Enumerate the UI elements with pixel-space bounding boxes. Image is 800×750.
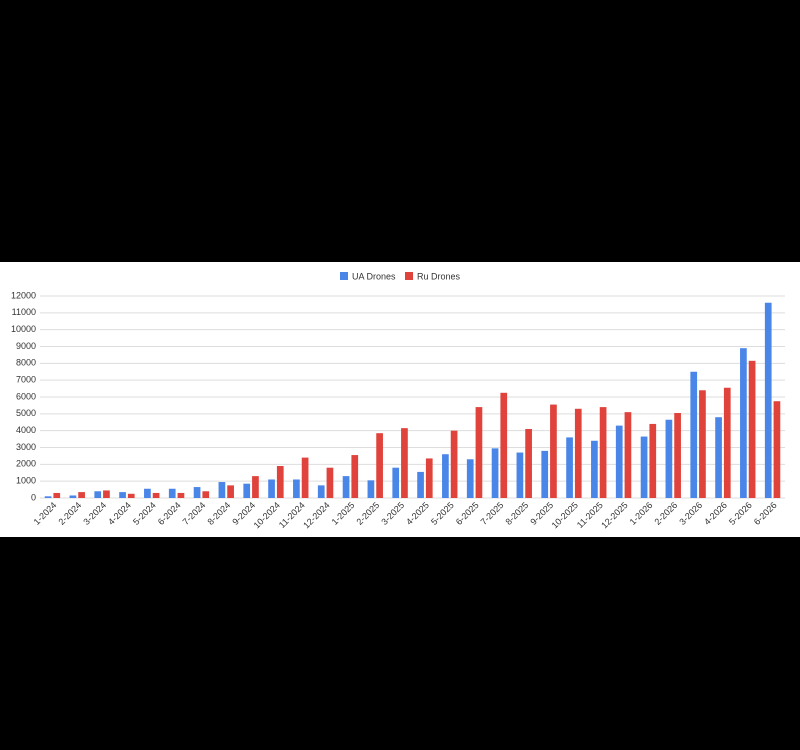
bar <box>640 436 648 498</box>
bar <box>293 479 300 498</box>
bar <box>78 492 85 498</box>
bar <box>723 387 731 498</box>
y-tick-label: 11000 <box>12 307 36 317</box>
bar <box>624 412 632 498</box>
legend-label: UA Drones <box>352 271 396 281</box>
y-tick-label: 10000 <box>11 324 36 334</box>
legend-swatch <box>340 272 348 280</box>
bar <box>94 491 102 498</box>
bar <box>218 482 226 498</box>
bar <box>367 480 375 498</box>
bar <box>401 428 408 498</box>
bar <box>599 407 607 498</box>
bar <box>53 492 61 498</box>
bar <box>127 493 135 498</box>
bar <box>177 492 185 498</box>
bar <box>252 476 259 498</box>
bar <box>193 487 201 498</box>
bar <box>376 433 383 498</box>
bar <box>392 467 400 498</box>
bar <box>699 390 706 498</box>
bar <box>541 450 549 498</box>
bar <box>317 485 325 498</box>
bar <box>550 404 557 498</box>
bar <box>202 491 210 498</box>
bar <box>243 483 251 498</box>
bar <box>152 492 160 498</box>
bar <box>574 408 582 498</box>
bar <box>715 417 722 498</box>
bar <box>44 496 52 498</box>
bar <box>425 458 433 498</box>
bar <box>466 459 474 498</box>
bar <box>773 401 781 498</box>
legend-label: Ru Drones <box>417 271 461 281</box>
y-tick-label: 5000 <box>16 408 36 418</box>
bar <box>103 490 110 498</box>
y-tick-label: 6000 <box>16 391 36 401</box>
bar <box>516 452 524 498</box>
bar <box>326 467 334 498</box>
bar <box>475 407 483 498</box>
y-tick-label: 9000 <box>16 341 36 351</box>
y-tick-label: 2000 <box>16 459 36 469</box>
bar <box>442 454 449 498</box>
bar <box>690 371 698 498</box>
bar <box>740 348 747 498</box>
bar <box>351 455 359 498</box>
legend-swatch <box>405 272 413 280</box>
bar <box>168 488 176 498</box>
bar <box>276 466 284 498</box>
y-tick-label: 8000 <box>16 358 36 368</box>
bar <box>301 457 309 498</box>
y-tick-label: 12000 <box>11 290 36 300</box>
bar <box>665 419 673 498</box>
bar <box>764 302 772 498</box>
y-tick-label: 7000 <box>16 375 36 385</box>
bar <box>268 479 275 498</box>
bar <box>649 423 657 498</box>
bar <box>566 437 573 498</box>
bar <box>119 492 126 498</box>
bar <box>615 425 623 498</box>
bar <box>674 412 681 498</box>
bar <box>591 440 598 498</box>
bar <box>227 485 234 498</box>
y-tick-label: 0 <box>31 492 36 502</box>
bar <box>491 448 499 498</box>
bar <box>69 495 77 498</box>
y-tick-label: 4000 <box>16 425 36 435</box>
bar <box>342 476 350 498</box>
bar <box>417 471 424 498</box>
bar <box>525 428 532 498</box>
y-tick-label: 1000 <box>16 476 36 486</box>
bar <box>748 360 756 498</box>
bar <box>500 392 508 498</box>
bar <box>144 488 151 498</box>
y-tick-label: 3000 <box>16 442 36 452</box>
bar <box>450 430 458 498</box>
